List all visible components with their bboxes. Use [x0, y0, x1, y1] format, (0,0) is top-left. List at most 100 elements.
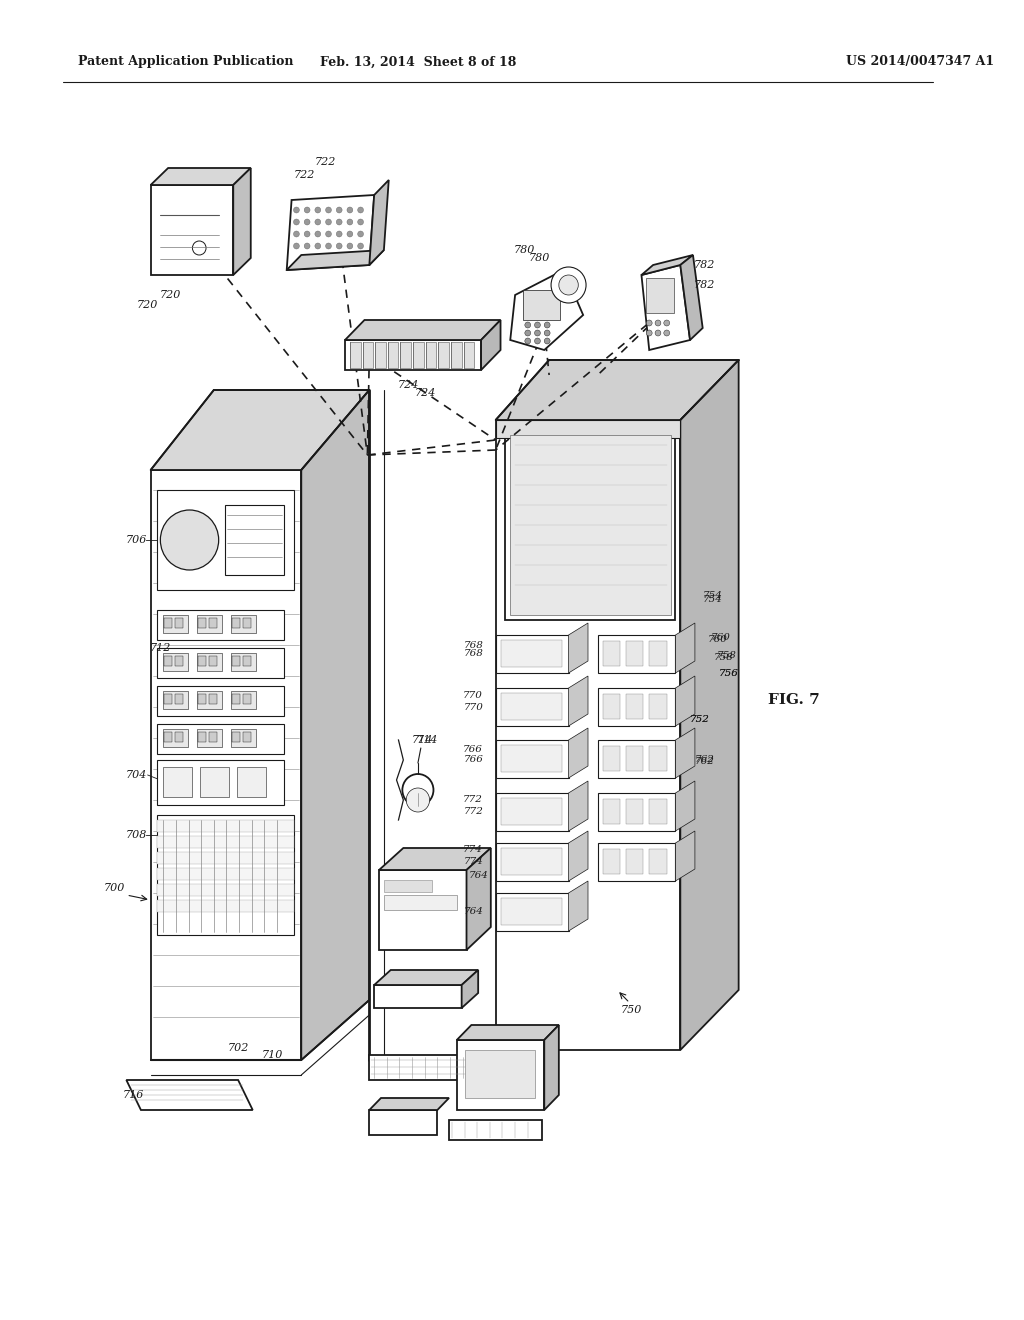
Bar [158, 851, 294, 865]
Text: 774: 774 [463, 846, 483, 854]
Polygon shape [151, 168, 251, 185]
Bar [163, 615, 187, 634]
Text: 714: 714 [417, 735, 438, 744]
Bar [375, 342, 386, 368]
Polygon shape [233, 168, 251, 275]
Text: 714: 714 [412, 735, 433, 744]
Text: 706: 706 [125, 535, 146, 545]
Polygon shape [568, 832, 588, 880]
Bar [384, 880, 432, 892]
Bar [523, 290, 560, 319]
Bar [501, 640, 562, 667]
Bar [496, 688, 568, 726]
Polygon shape [641, 265, 690, 350]
Polygon shape [496, 420, 680, 1049]
Polygon shape [301, 389, 370, 1060]
Circle shape [357, 243, 364, 249]
Circle shape [304, 231, 310, 238]
Bar [626, 642, 643, 667]
Text: 720: 720 [160, 290, 181, 300]
Circle shape [326, 219, 332, 224]
Text: 780: 780 [528, 253, 550, 263]
Bar [243, 656, 251, 667]
Bar [243, 733, 251, 742]
Bar [243, 618, 251, 628]
Polygon shape [506, 430, 676, 620]
Polygon shape [676, 676, 695, 726]
Polygon shape [680, 255, 702, 341]
Bar [164, 656, 172, 667]
Text: 708: 708 [125, 830, 146, 840]
Polygon shape [379, 870, 467, 950]
Bar [209, 618, 217, 628]
Bar [198, 615, 221, 634]
Polygon shape [467, 847, 490, 950]
Bar [158, 884, 294, 896]
Bar [649, 746, 667, 771]
Circle shape [545, 330, 550, 337]
Polygon shape [370, 1110, 437, 1135]
Polygon shape [457, 1040, 545, 1110]
Circle shape [357, 231, 364, 238]
Polygon shape [496, 360, 738, 420]
Bar [198, 653, 221, 671]
Polygon shape [379, 847, 490, 870]
Polygon shape [568, 781, 588, 832]
Circle shape [559, 275, 579, 294]
Text: 710: 710 [261, 1049, 283, 1060]
Text: 768: 768 [464, 642, 484, 651]
Bar [626, 694, 643, 719]
Bar [175, 656, 182, 667]
Circle shape [315, 219, 321, 224]
Bar [400, 342, 411, 368]
Text: 772: 772 [463, 796, 483, 804]
Text: Patent Application Publication: Patent Application Publication [78, 55, 293, 69]
Text: 722: 722 [315, 157, 336, 168]
Bar [388, 342, 398, 368]
Bar [510, 436, 671, 615]
Circle shape [646, 330, 652, 337]
Text: 750: 750 [621, 1005, 642, 1015]
Bar [164, 694, 172, 704]
Polygon shape [151, 389, 370, 470]
Polygon shape [449, 1119, 543, 1140]
Bar [231, 653, 256, 671]
Bar [496, 741, 568, 777]
Polygon shape [641, 255, 693, 275]
Circle shape [315, 231, 321, 238]
Circle shape [304, 207, 310, 213]
Circle shape [545, 338, 550, 345]
Polygon shape [676, 729, 695, 777]
Text: 768: 768 [464, 649, 484, 659]
Circle shape [525, 330, 530, 337]
Bar [626, 799, 643, 824]
Circle shape [347, 243, 353, 249]
Bar [501, 744, 562, 772]
Bar [238, 767, 266, 797]
Text: 756: 756 [719, 668, 739, 677]
Circle shape [535, 322, 541, 327]
Text: 782: 782 [694, 280, 716, 290]
Text: 752: 752 [690, 715, 710, 725]
Bar [158, 814, 294, 935]
Bar [231, 615, 256, 634]
Bar [598, 635, 676, 673]
Bar [602, 799, 621, 824]
Text: 712: 712 [150, 643, 171, 653]
Bar [199, 618, 206, 628]
Bar [602, 746, 621, 771]
Bar [163, 653, 187, 671]
Polygon shape [370, 180, 389, 265]
Bar [231, 690, 256, 709]
Bar [362, 342, 373, 368]
Bar [164, 733, 172, 742]
Circle shape [551, 267, 586, 304]
Bar [646, 279, 674, 313]
Bar [158, 900, 294, 912]
Circle shape [326, 207, 332, 213]
Bar [465, 1049, 535, 1098]
Text: 766: 766 [463, 746, 483, 755]
Bar [163, 729, 187, 747]
Text: 760: 760 [712, 632, 731, 642]
Bar [201, 767, 229, 797]
